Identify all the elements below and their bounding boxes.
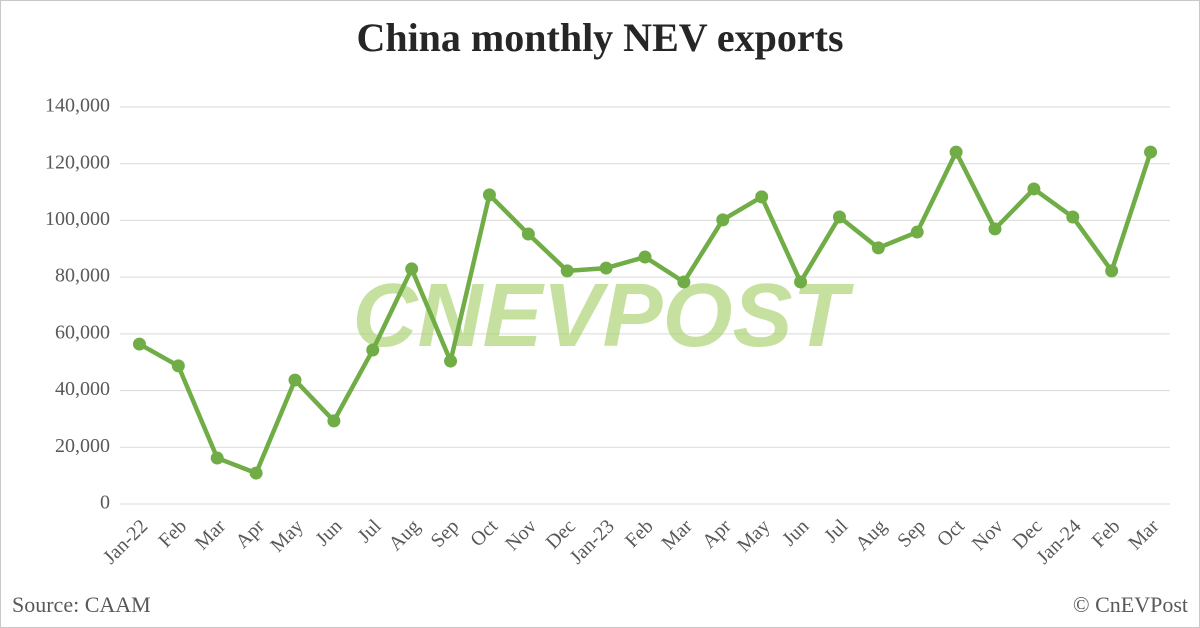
marker [794,275,808,289]
marker [1066,210,1080,224]
y-tick-label: 40,000 [55,378,110,400]
marker [1105,264,1119,278]
marker [560,264,574,278]
marker [599,261,613,275]
marker [1027,182,1041,196]
y-tick-label: 20,000 [55,435,110,457]
marker [949,145,963,159]
marker [482,188,496,202]
grid [120,106,1170,505]
marker [288,373,302,387]
marker [910,225,924,239]
y-tick-label: 60,000 [55,321,110,343]
y-tick-label: 100,000 [45,208,110,230]
marker [871,241,885,255]
copyright: © CnEVPost [1073,592,1188,617]
y-tick-label: 80,000 [55,265,110,287]
y-tick-label: 0 [100,492,110,514]
marker [405,262,419,276]
marker [988,222,1002,236]
marker [521,227,535,241]
marker [132,337,146,351]
chart-title: China monthly NEV exports [356,15,843,60]
marker [832,210,846,224]
y-tick-label: 140,000 [45,95,110,117]
marker [327,414,341,428]
marker [444,354,458,368]
source: Source: CAAM [12,592,151,617]
marker [249,466,263,480]
marker [716,213,730,227]
y-tick-label: 120,000 [45,151,110,173]
marker [677,275,691,289]
marker [638,250,652,264]
marker [210,451,224,465]
marker [366,343,380,357]
marker [171,359,185,373]
watermark: CNEVPOST [352,266,854,366]
marker [1144,145,1158,159]
marker [755,190,769,204]
